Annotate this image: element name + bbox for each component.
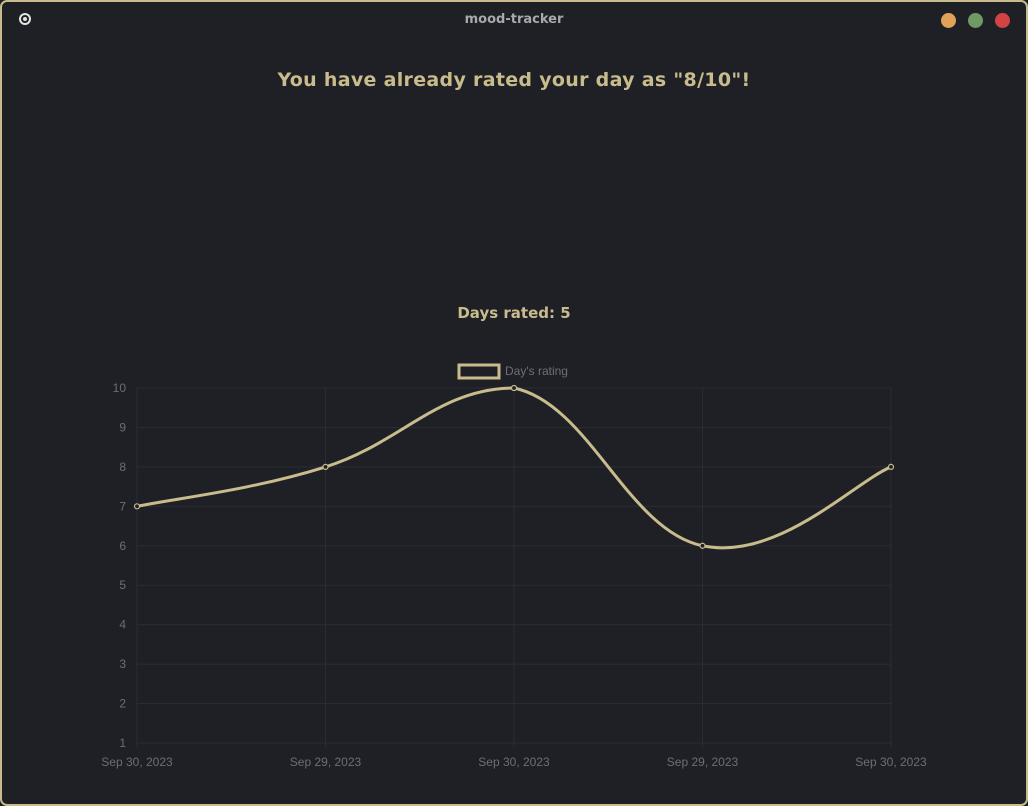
y-tick-label: 5 bbox=[119, 578, 126, 592]
data-point bbox=[133, 503, 141, 510]
window-title: mood-tracker bbox=[464, 12, 564, 27]
series-line-days-rating bbox=[136, 386, 892, 550]
minimize-button[interactable] bbox=[941, 13, 956, 28]
close-button[interactable] bbox=[995, 13, 1010, 28]
y-tick-label: 6 bbox=[119, 539, 126, 553]
x-tick-label: Sep 29, 2023 bbox=[667, 755, 739, 769]
y-tick-label: 2 bbox=[119, 697, 126, 711]
days-rated-title: Days rated: 5 bbox=[457, 304, 571, 322]
x-tick-label: Sep 30, 2023 bbox=[478, 755, 550, 769]
y-tick-label: 9 bbox=[119, 420, 126, 434]
y-tick-label: 4 bbox=[119, 618, 126, 632]
y-tick-label: 3 bbox=[119, 657, 126, 671]
x-tick-label: Sep 30, 2023 bbox=[855, 755, 927, 769]
y-tick-label: 7 bbox=[119, 499, 126, 513]
x-tick-label: Sep 29, 2023 bbox=[290, 755, 362, 769]
x-tick-label: Sep 30, 2023 bbox=[101, 755, 173, 769]
y-tick-label: 8 bbox=[119, 460, 126, 474]
data-point bbox=[510, 384, 518, 392]
data-point bbox=[322, 463, 329, 470]
data-point bbox=[699, 542, 706, 549]
data-point bbox=[887, 463, 895, 470]
y-tick-label: 1 bbox=[119, 736, 126, 750]
title-bar[interactable]: mood-tracker bbox=[2, 2, 1026, 38]
y-tick-label: 10 bbox=[113, 381, 127, 395]
maximize-button[interactable] bbox=[968, 13, 983, 28]
app-icon bbox=[19, 13, 31, 25]
legend-swatch bbox=[457, 363, 501, 380]
legend-label: Day's rating bbox=[505, 364, 568, 378]
rating-status-heading: You have already rated your day as "8/10… bbox=[277, 69, 751, 91]
